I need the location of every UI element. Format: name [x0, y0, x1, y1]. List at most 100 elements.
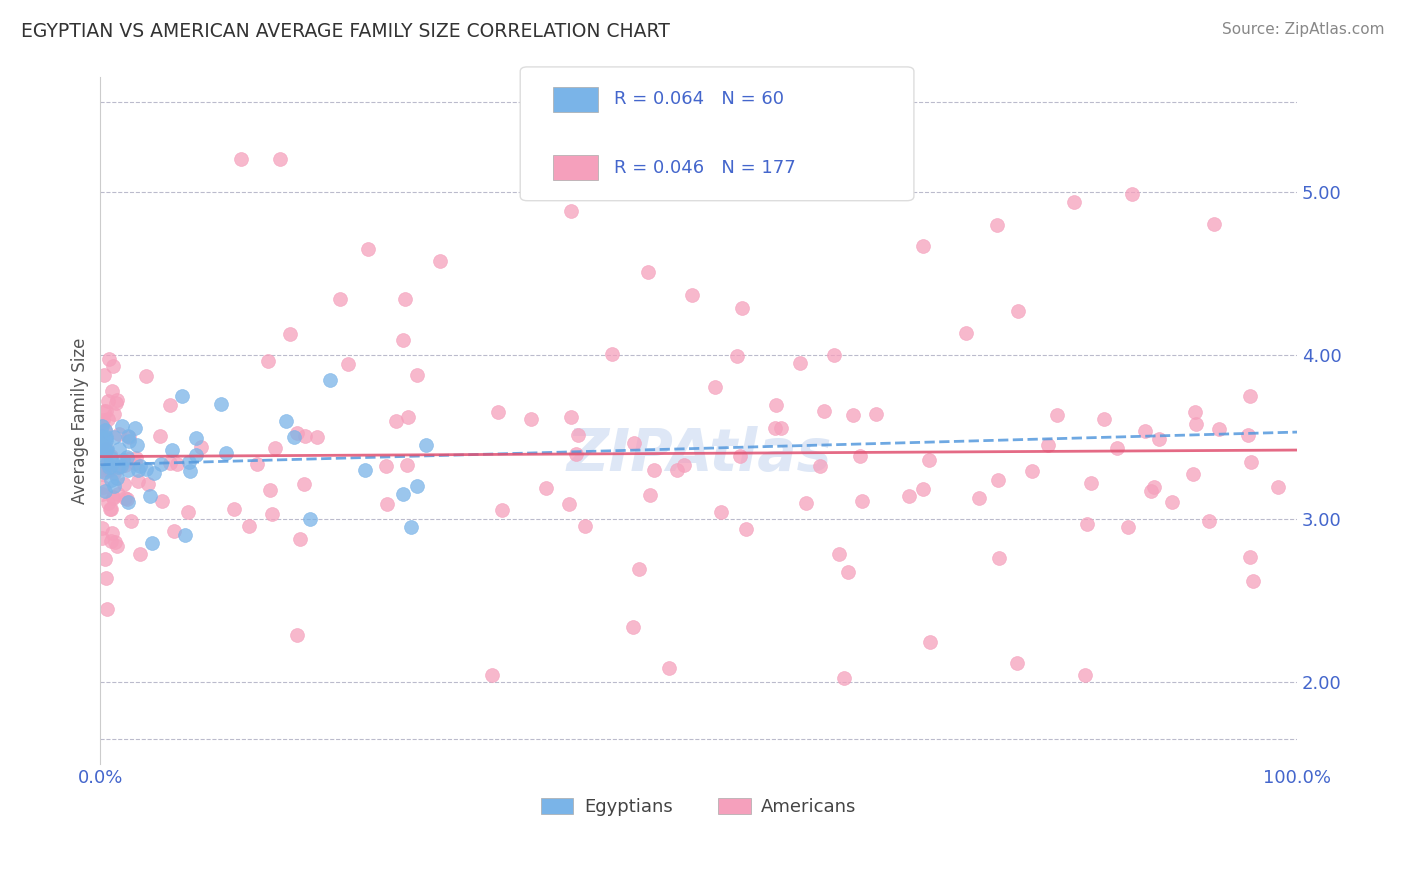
Point — [520, 412, 543, 426]
Point — [305, 430, 328, 444]
Point — [91, 413, 114, 427]
Point — [100, 454, 122, 468]
Point — [1239, 389, 1261, 403]
Point — [120, 514, 142, 528]
Point — [858, 160, 880, 174]
Point — [117, 495, 139, 509]
Point — [912, 239, 935, 253]
Point — [128, 547, 150, 561]
Point — [481, 668, 503, 682]
Point — [1076, 516, 1098, 531]
Point — [1147, 432, 1170, 446]
Point — [848, 449, 870, 463]
Point — [681, 288, 703, 302]
Point — [396, 410, 419, 425]
Point — [111, 453, 134, 467]
Point — [96, 442, 118, 457]
Point — [104, 534, 127, 549]
Point — [710, 505, 733, 519]
Text: R = 0.064   N = 60: R = 0.064 N = 60 — [614, 90, 785, 108]
Point — [920, 635, 942, 649]
Point — [1198, 515, 1220, 529]
Point — [184, 431, 207, 445]
Point — [90, 432, 112, 446]
Text: Source: ZipAtlas.com: Source: ZipAtlas.com — [1222, 22, 1385, 37]
Point — [1007, 304, 1029, 318]
Point — [124, 451, 146, 466]
Point — [114, 458, 136, 473]
Point — [94, 442, 117, 457]
Point — [1005, 656, 1028, 670]
Point — [658, 661, 681, 675]
Point — [214, 446, 236, 460]
Point — [1121, 187, 1143, 202]
Point — [898, 489, 921, 503]
Point — [734, 522, 756, 536]
Point — [319, 373, 342, 387]
Point — [98, 463, 121, 477]
Legend: Egyptians, Americans: Egyptians, Americans — [534, 790, 863, 823]
Point — [103, 491, 125, 506]
Point — [103, 407, 125, 421]
Point — [94, 404, 117, 418]
Point — [107, 459, 129, 474]
Point — [101, 490, 124, 504]
Point — [107, 539, 129, 553]
Point — [567, 428, 589, 442]
Point — [115, 450, 138, 465]
Point — [100, 450, 122, 465]
Point — [673, 458, 696, 472]
Point — [114, 491, 136, 506]
Point — [292, 476, 315, 491]
Point — [107, 442, 129, 457]
Point — [623, 436, 645, 450]
Point — [1092, 412, 1115, 426]
Point — [600, 347, 623, 361]
Point — [1046, 409, 1069, 423]
Point — [415, 438, 437, 452]
Point — [104, 396, 127, 410]
Point — [170, 389, 193, 403]
Point — [103, 430, 125, 444]
Point — [90, 450, 112, 464]
Text: ZIPAtlas: ZIPAtlas — [567, 426, 831, 483]
Point — [560, 410, 582, 425]
Point — [808, 152, 831, 166]
Point — [90, 437, 112, 451]
Point — [117, 452, 139, 467]
Point — [100, 450, 122, 464]
Point — [209, 397, 232, 411]
Point — [90, 463, 112, 477]
Point — [1074, 668, 1097, 682]
Point — [357, 242, 380, 256]
Point — [1185, 417, 1208, 431]
Point — [808, 459, 831, 474]
Point — [127, 463, 149, 477]
Point — [179, 455, 201, 469]
Point — [285, 425, 308, 440]
Point — [90, 429, 112, 443]
Point — [730, 450, 752, 464]
Point — [117, 429, 139, 443]
Point — [832, 671, 855, 685]
Point — [100, 502, 122, 516]
Point — [94, 484, 117, 499]
Point — [638, 488, 661, 502]
Point — [917, 453, 939, 467]
Point — [1021, 464, 1043, 478]
Point — [391, 333, 413, 347]
Text: R = 0.046   N = 177: R = 0.046 N = 177 — [614, 159, 796, 177]
Point — [94, 434, 117, 448]
Point — [127, 437, 149, 451]
Point — [93, 552, 115, 566]
Y-axis label: Average Family Size: Average Family Size — [72, 337, 89, 504]
Point — [1236, 428, 1258, 442]
Point — [269, 152, 291, 166]
Point — [93, 368, 115, 382]
Point — [396, 458, 419, 473]
Point — [299, 511, 322, 525]
Point — [127, 474, 149, 488]
Point — [141, 536, 163, 550]
Point — [97, 412, 120, 426]
Point — [260, 507, 283, 521]
